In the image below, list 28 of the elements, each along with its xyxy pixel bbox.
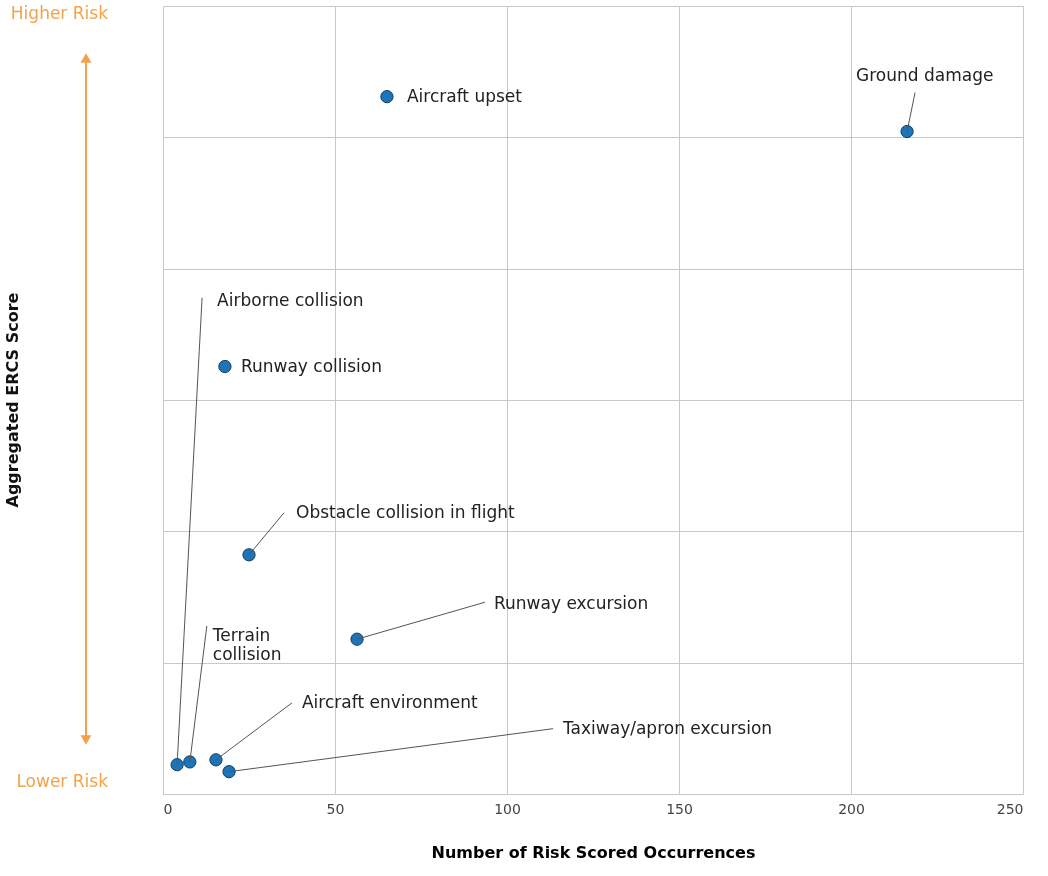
point — [350, 632, 364, 646]
point — [218, 359, 232, 374]
annotation: Aircraft environment — [301, 691, 479, 712]
annotation: Ground damage — [856, 64, 994, 85]
text: Aggregated ERCS Score — [3, 292, 22, 508]
point — [900, 124, 914, 139]
text: Higher Risk — [10, 3, 109, 23]
point — [170, 758, 184, 772]
point — [209, 753, 223, 767]
x-tick-label: 50 — [326, 800, 345, 817]
annotation: Taxiway/apron excursion — [562, 717, 773, 738]
x-tick-label: 0 — [163, 800, 173, 817]
x-tick-label: 200 — [838, 800, 865, 817]
x-tick-label: 150 — [666, 800, 693, 817]
x-tick-label: 100 — [494, 800, 521, 817]
text: Lower Risk — [16, 771, 109, 791]
annotation: Runway collision — [240, 355, 382, 376]
annotation: Aircraft upset — [406, 85, 523, 106]
point — [183, 755, 197, 769]
annotation: Runway excursion — [494, 593, 649, 614]
x-axis-title: Number of Risk Scored Occurrences — [431, 842, 756, 862]
annotation: Obstacle collision in flight — [296, 501, 516, 522]
point — [242, 548, 256, 562]
point — [222, 765, 236, 779]
annotation: Terrain collision — [211, 624, 282, 664]
x-tick-label: 250 — [996, 800, 1024, 817]
point — [380, 90, 394, 104]
annotation: Airborne collision — [217, 289, 364, 310]
